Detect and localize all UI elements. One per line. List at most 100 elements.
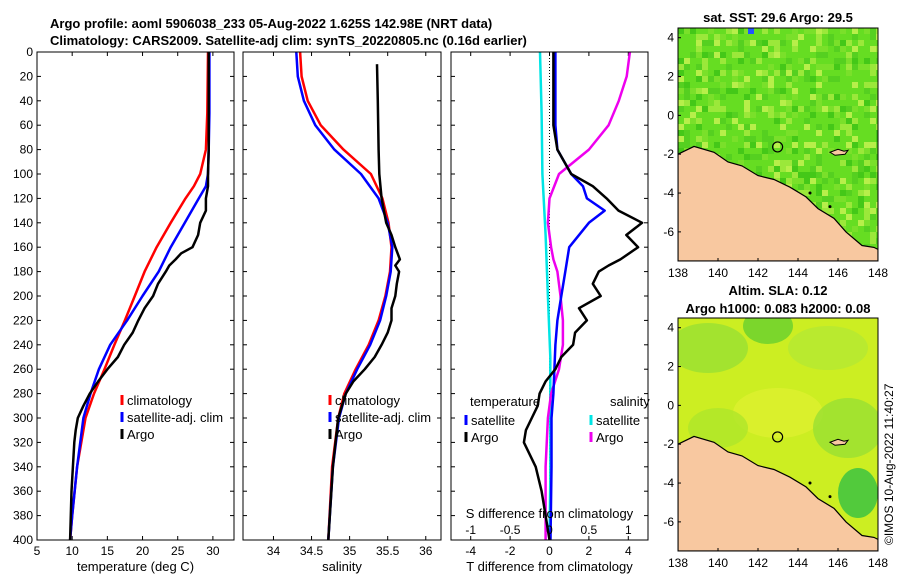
sst-cell bbox=[876, 220, 878, 226]
sst-cell bbox=[852, 178, 858, 184]
sst-cell bbox=[834, 112, 840, 118]
sst-cell bbox=[828, 28, 834, 34]
sst-cell bbox=[720, 34, 726, 40]
sst-cell bbox=[816, 154, 822, 160]
sst-cell bbox=[750, 112, 756, 118]
sst-cell bbox=[846, 106, 852, 112]
sst-cell bbox=[684, 94, 690, 100]
sst-cell bbox=[858, 100, 864, 106]
sst-cell bbox=[822, 142, 828, 148]
sst-cell bbox=[786, 160, 792, 166]
sst-cell bbox=[876, 58, 878, 64]
sst-cell bbox=[774, 88, 780, 94]
sst-cell bbox=[846, 142, 852, 148]
y-tick-label: -6 bbox=[663, 225, 674, 239]
y-tick-label: 240 bbox=[13, 338, 33, 352]
sst-cell bbox=[846, 214, 852, 220]
sst-cell bbox=[834, 184, 840, 190]
sst-cell bbox=[852, 52, 858, 58]
sst-cell bbox=[786, 64, 792, 70]
sst-cell bbox=[756, 112, 762, 118]
sst-cell bbox=[858, 202, 864, 208]
sst-cell bbox=[684, 100, 690, 106]
y-tick-label: -6 bbox=[663, 515, 674, 529]
sst-cell bbox=[732, 28, 738, 34]
sst-cell bbox=[846, 52, 852, 58]
sst-cell bbox=[870, 238, 876, 244]
sst-cell bbox=[774, 160, 780, 166]
sst-cell bbox=[786, 148, 792, 154]
sst-cell bbox=[810, 142, 816, 148]
sst-cell bbox=[738, 136, 744, 142]
sst-cell bbox=[864, 142, 870, 148]
sst-cell bbox=[846, 40, 852, 46]
sst-cell bbox=[702, 58, 708, 64]
sst-cell bbox=[876, 82, 878, 88]
island-manus bbox=[828, 438, 850, 446]
sst-cell bbox=[678, 106, 684, 112]
sst-cell bbox=[708, 94, 714, 100]
sst-cell bbox=[798, 94, 804, 100]
sst-cell bbox=[822, 28, 828, 34]
sst-cell bbox=[762, 88, 768, 94]
sst-cell bbox=[786, 70, 792, 76]
sst-cell bbox=[744, 28, 750, 34]
sst-cell bbox=[834, 76, 840, 82]
sst-cell bbox=[678, 76, 684, 82]
sst-cell bbox=[762, 46, 768, 52]
sst-cell bbox=[840, 118, 846, 124]
sst-cell bbox=[864, 160, 870, 166]
sst-cell bbox=[852, 58, 858, 64]
y-tick-label: 300 bbox=[13, 411, 33, 425]
plot-frame bbox=[450, 51, 649, 541]
sst-cell bbox=[816, 148, 822, 154]
sst-cell bbox=[774, 46, 780, 52]
sst-cell bbox=[768, 112, 774, 118]
map-frame bbox=[677, 27, 879, 262]
x-tick-label: 142 bbox=[748, 556, 768, 570]
sst-cell bbox=[762, 76, 768, 82]
y-tick-label: 80 bbox=[20, 143, 34, 157]
sst-cell bbox=[876, 118, 878, 124]
sst-cell bbox=[774, 40, 780, 46]
sst-cell bbox=[696, 94, 702, 100]
sst-cell bbox=[768, 76, 774, 82]
map-title: sat. SST: 29.6 Argo: 29.5 bbox=[703, 10, 853, 25]
sst-cell bbox=[834, 106, 840, 112]
x-tick-label: 146 bbox=[828, 556, 848, 570]
sst-cell bbox=[810, 46, 816, 52]
sst-cell bbox=[750, 88, 756, 94]
sst-cell bbox=[774, 106, 780, 112]
sst-cell bbox=[822, 172, 828, 178]
sst-cell bbox=[678, 70, 684, 76]
sla-blob bbox=[678, 323, 748, 373]
x-tick-label: 2 bbox=[586, 544, 593, 558]
sst-cell bbox=[678, 100, 684, 106]
sst-cell bbox=[726, 64, 732, 70]
sst-cell bbox=[684, 82, 690, 88]
sst-cell bbox=[840, 58, 846, 64]
sst-cell bbox=[870, 112, 876, 118]
sst-cell bbox=[768, 88, 774, 94]
y-tick-label: 260 bbox=[13, 362, 33, 376]
sst-cell bbox=[864, 28, 870, 34]
sst-cell bbox=[678, 148, 684, 154]
sst-cell bbox=[768, 148, 774, 154]
sst-cell bbox=[804, 172, 810, 178]
sst-cell bbox=[846, 136, 852, 142]
sst-cell bbox=[744, 52, 750, 58]
y-tick-label: 340 bbox=[13, 460, 33, 474]
sst-cell bbox=[738, 82, 744, 88]
sst-cell bbox=[744, 82, 750, 88]
sst-cell bbox=[720, 94, 726, 100]
sst-cell bbox=[810, 34, 816, 40]
sst-cell bbox=[786, 130, 792, 136]
y-tick-label: 160 bbox=[13, 240, 33, 254]
sst-cell bbox=[810, 172, 816, 178]
sst-cell bbox=[846, 184, 852, 190]
sst-cell bbox=[834, 118, 840, 124]
sst-cell bbox=[864, 190, 870, 196]
map-title: Altim. SLA: 0.12 bbox=[729, 283, 828, 298]
sst-cell bbox=[744, 160, 750, 166]
sst-cell bbox=[834, 190, 840, 196]
